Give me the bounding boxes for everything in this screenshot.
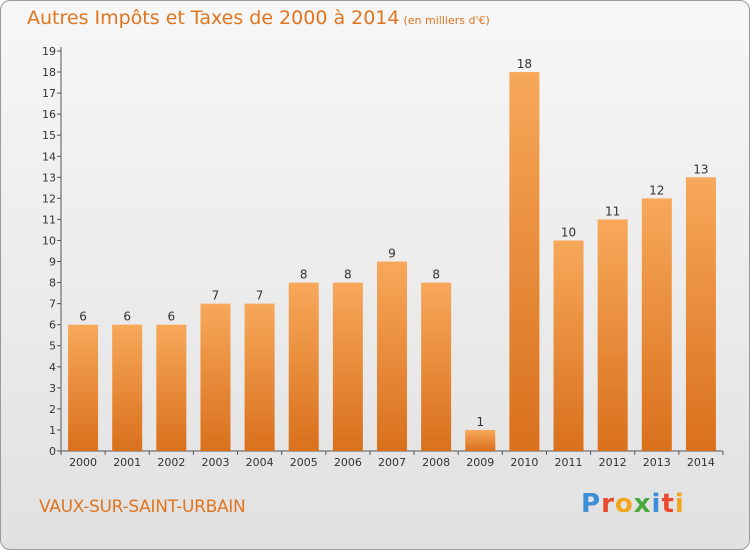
y-tick-label: 17 (42, 87, 56, 100)
bar-2003 (200, 303, 231, 451)
logo-letter: o (614, 489, 634, 519)
bar-value-label: 13 (693, 162, 708, 176)
bar-2000 (68, 324, 99, 451)
x-tick-label: 2009 (466, 456, 494, 469)
bar-value-label: 12 (649, 183, 664, 197)
x-tick-label: 2004 (246, 456, 274, 469)
bar-2002 (156, 324, 187, 451)
bar-2007 (377, 261, 407, 451)
y-tick-label: 8 (49, 277, 56, 290)
bar-2005 (288, 282, 319, 451)
y-tick-label: 13 (42, 171, 56, 184)
y-tick-label: 3 (49, 382, 56, 395)
bar-value-label: 8 (432, 268, 440, 282)
bar-2009 (465, 429, 496, 451)
chart-title: Autres Impôts et Taxes de 2000 à 2014 (en… (27, 7, 490, 29)
x-tick-label: 2012 (599, 456, 627, 469)
x-tick-label: 2014 (687, 456, 715, 469)
bar-value-label: 11 (605, 204, 620, 218)
proxiti-logo[interactable]: Proxiti (581, 489, 685, 519)
bar-value-label: 7 (212, 289, 220, 303)
bar-value-label: 9 (388, 247, 396, 261)
bar-value-label: 7 (256, 289, 264, 303)
x-tick-label: 2006 (334, 456, 362, 469)
y-tick-label: 5 (49, 340, 56, 353)
y-tick-label: 7 (49, 298, 56, 311)
x-tick-label: 2001 (113, 456, 141, 469)
y-tick-label: 19 (42, 45, 56, 58)
y-tick-label: 18 (42, 66, 56, 79)
bar-value-label: 8 (344, 268, 352, 282)
bar-value-label: 8 (300, 268, 308, 282)
x-tick-label: 2003 (201, 456, 229, 469)
y-tick-label: 0 (49, 445, 56, 458)
bar-value-label: 18 (517, 57, 532, 71)
chart-unit-label: (en milliers d'€) (403, 14, 490, 27)
bar-2008 (421, 282, 452, 451)
y-tick-label: 2 (49, 403, 56, 416)
x-tick-label: 2005 (290, 456, 318, 469)
y-tick-label: 12 (42, 192, 56, 205)
y-tick-label: 11 (42, 213, 56, 226)
bar-value-label: 1 (476, 415, 484, 429)
logo-letter: t (661, 489, 675, 519)
commune-name: VAUX-SUR-SAINT-URBAIN (39, 497, 246, 517)
bar-2014 (685, 177, 716, 451)
x-tick-label: 2013 (643, 456, 671, 469)
y-tick-label: 6 (49, 319, 56, 332)
logo-letter: r (601, 489, 615, 519)
y-tick-label: 9 (49, 256, 56, 269)
chart-bars: 6 6 6 7 7 8 8 9 8 1 18 10 11 12 13 (68, 57, 716, 451)
logo-letter: i (674, 489, 685, 519)
y-tick-label: 1 (49, 424, 56, 437)
logo-letter: i (651, 489, 662, 519)
bar-2006 (332, 282, 363, 451)
bar-value-label: 6 (123, 310, 131, 324)
bar-2013 (641, 198, 672, 451)
y-tick-label: 16 (42, 108, 56, 121)
logo-letter: P (581, 489, 602, 519)
logo-letter: x (633, 489, 652, 519)
x-tick-label: 2010 (510, 456, 538, 469)
bar-2001 (112, 324, 143, 451)
bar-value-label: 6 (168, 310, 176, 324)
bar-2011 (553, 240, 584, 451)
x-tick-label: 2002 (157, 456, 185, 469)
y-tick-label: 15 (42, 129, 56, 142)
bar-2004 (244, 303, 275, 451)
y-tick-label: 4 (49, 361, 56, 374)
bar-value-label: 10 (561, 225, 576, 239)
x-tick-label: 2011 (555, 456, 583, 469)
bar-2010 (509, 72, 540, 451)
chart-title-text: Autres Impôts et Taxes de 2000 à 2014 (27, 7, 400, 29)
bar-2012 (597, 219, 628, 451)
y-tick-label: 10 (42, 234, 56, 247)
bar-value-label: 6 (79, 310, 87, 324)
x-tick-label: 2007 (378, 456, 406, 469)
x-tick-label: 2008 (422, 456, 450, 469)
x-tick-label: 2000 (69, 456, 97, 469)
y-tick-label: 14 (42, 150, 56, 163)
